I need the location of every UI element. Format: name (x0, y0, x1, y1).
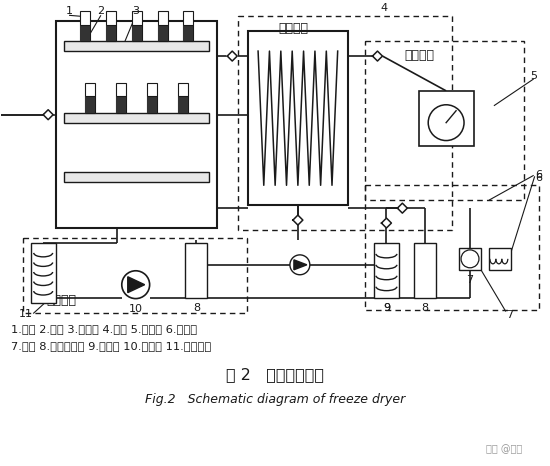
Bar (64, 172, 210, 182)
Text: 10: 10 (129, 303, 142, 314)
Bar (132, 11, 142, 41)
Text: 制冷系统: 制冷系统 (278, 22, 308, 35)
Text: 8: 8 (193, 302, 200, 313)
Polygon shape (293, 215, 303, 225)
Bar (116, 83, 126, 113)
Text: 2: 2 (97, 7, 104, 16)
Bar (80, 25, 90, 41)
Bar (248, 31, 348, 205)
Polygon shape (382, 218, 392, 228)
Polygon shape (227, 51, 237, 61)
Bar (56, 21, 217, 228)
Bar (178, 83, 188, 113)
Bar (178, 96, 188, 113)
Bar (64, 41, 210, 51)
Polygon shape (372, 51, 382, 61)
Text: 6: 6 (535, 171, 542, 180)
Bar (238, 16, 452, 230)
Bar (132, 25, 142, 41)
Bar (106, 11, 116, 41)
Bar (64, 113, 210, 123)
Bar (85, 96, 95, 113)
Text: 7.风扇 8.板式换热器 9.低温机 10.维持泵 11.电加热器: 7.风扇 8.板式换热器 9.低温机 10.维持泵 11.电加热器 (12, 341, 212, 351)
Text: 7: 7 (466, 275, 474, 285)
Bar (106, 25, 116, 41)
Text: 1: 1 (65, 7, 73, 16)
Text: 6: 6 (535, 173, 542, 183)
Text: 11: 11 (19, 308, 33, 319)
Bar (365, 41, 524, 200)
Text: 3: 3 (132, 7, 139, 16)
Bar (116, 96, 126, 113)
Bar (419, 91, 474, 145)
Text: 加热系统: 加热系统 (46, 294, 76, 307)
Bar (459, 248, 481, 270)
Bar (489, 248, 511, 270)
Bar (365, 185, 538, 309)
Text: Fig.2   Schematic diagram of freeze dryer: Fig.2 Schematic diagram of freeze dryer (145, 392, 405, 405)
Bar (80, 11, 90, 41)
Bar (184, 25, 194, 41)
Text: 4: 4 (381, 3, 388, 14)
Bar (85, 83, 95, 113)
Text: 知乎 @炫晟: 知乎 @炫晟 (486, 444, 522, 454)
Polygon shape (398, 203, 408, 213)
Bar (23, 238, 247, 313)
Bar (184, 11, 194, 41)
Polygon shape (43, 110, 53, 120)
Bar (414, 243, 436, 298)
Text: 1.疫苗 2.搁板 3.冻干箱 4.冷阱 5.真空泵 6.高温机: 1.疫苗 2.搁板 3.冻干箱 4.冷阱 5.真空泵 6.高温机 (12, 324, 197, 335)
Text: 8: 8 (422, 302, 429, 313)
Bar (185, 243, 207, 298)
Text: 9: 9 (383, 302, 390, 313)
Bar (31, 243, 56, 302)
Bar (147, 83, 157, 113)
Text: 7: 7 (506, 309, 513, 320)
Bar (147, 96, 157, 113)
Text: 5: 5 (530, 71, 537, 81)
Text: 真空系统: 真空系统 (404, 48, 434, 62)
Bar (158, 25, 168, 41)
Text: 图 2   冻干机原理图: 图 2 冻干机原理图 (226, 367, 324, 382)
Polygon shape (294, 260, 307, 270)
Bar (375, 243, 399, 298)
Polygon shape (128, 277, 145, 293)
Bar (158, 11, 168, 41)
Text: 9: 9 (383, 302, 390, 313)
